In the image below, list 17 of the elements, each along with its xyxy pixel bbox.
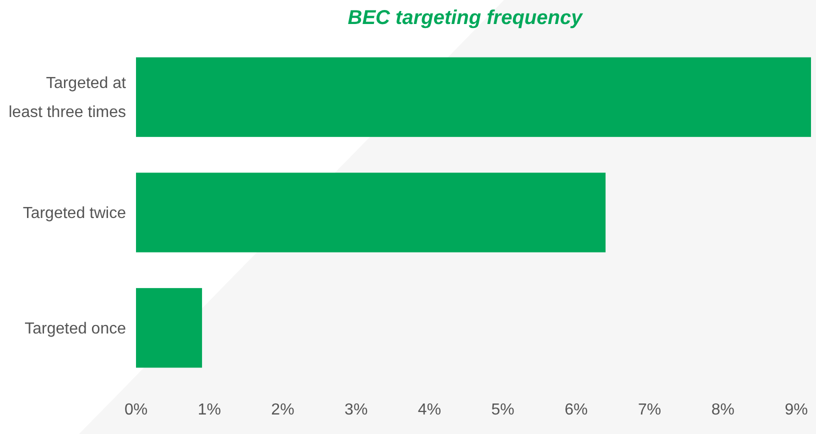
bar: [136, 57, 811, 137]
x-tick-label: 3%: [344, 401, 368, 418]
x-tick-label: 5%: [491, 401, 514, 418]
chart-title: BEC targeting frequency: [348, 7, 584, 29]
x-tick-label: 0%: [124, 401, 148, 418]
x-tick-label: 1%: [198, 401, 221, 418]
bar: [136, 288, 202, 368]
x-tick-label: 6%: [564, 401, 588, 418]
y-tick-label: Targeted once: [24, 320, 126, 338]
x-tick-label: 2%: [271, 401, 294, 418]
y-tick-label: Targeted at least three times: [8, 75, 127, 122]
bar: [136, 172, 606, 252]
x-tick-label: 4%: [418, 401, 442, 418]
x-tick-label: 7%: [638, 401, 662, 418]
y-tick-label: Targeted twice: [22, 205, 126, 222]
x-tick-label: 8%: [711, 401, 735, 418]
x-tick-label: 9%: [784, 401, 808, 418]
